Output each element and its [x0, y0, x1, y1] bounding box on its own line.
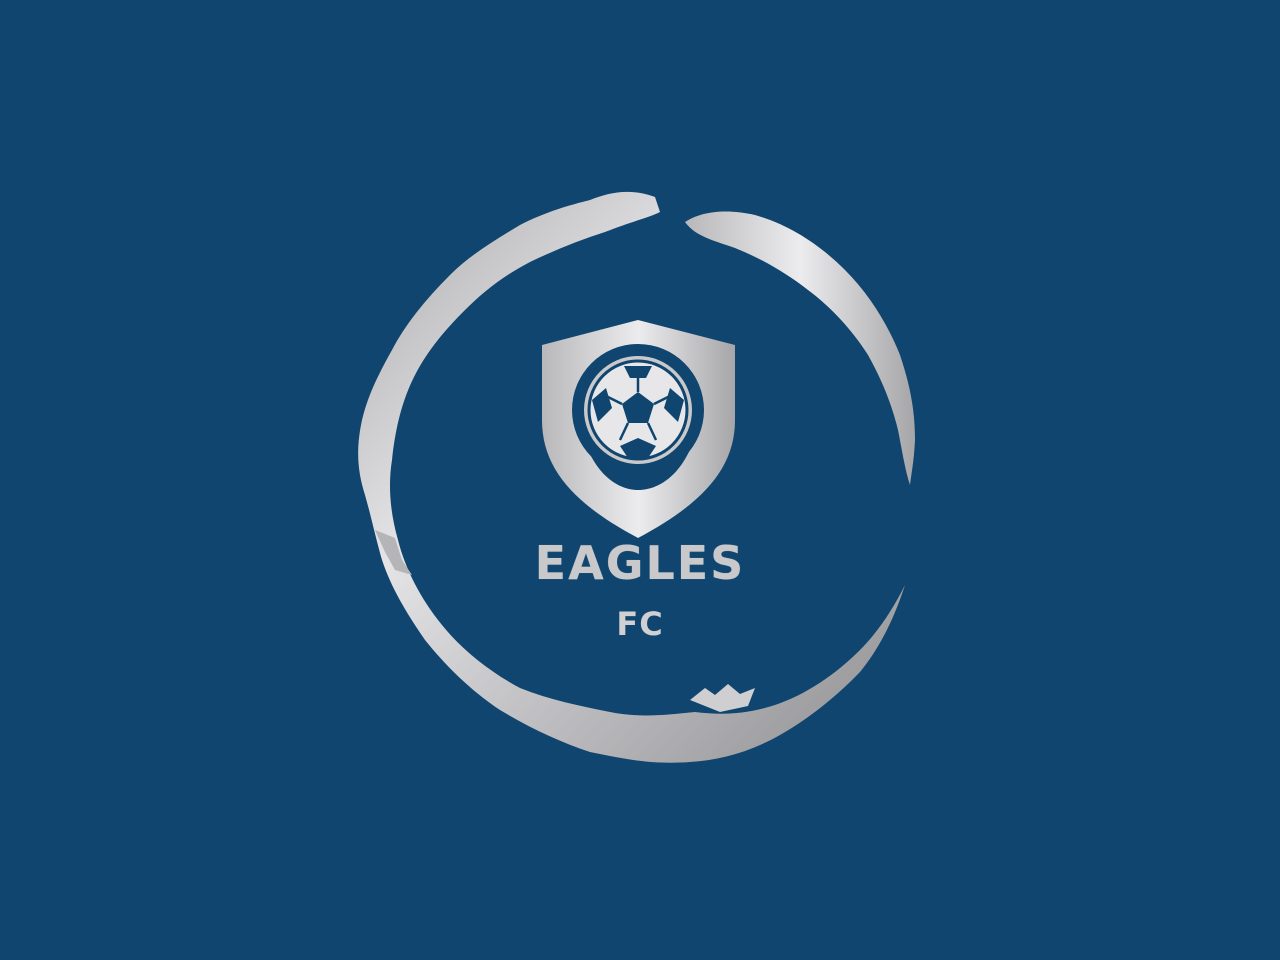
brush-fleck-bottom: [690, 684, 755, 712]
ball-patch-top: [624, 366, 652, 378]
team-suffix: FC: [616, 605, 664, 643]
ball-patch-bottom: [620, 438, 656, 458]
ball-seams: [605, 378, 671, 441]
brush-ring-right: [685, 211, 915, 485]
ball-patch-center: [622, 392, 654, 423]
brush-fleck-left: [375, 530, 412, 575]
team-name: EAGLES: [534, 536, 746, 590]
